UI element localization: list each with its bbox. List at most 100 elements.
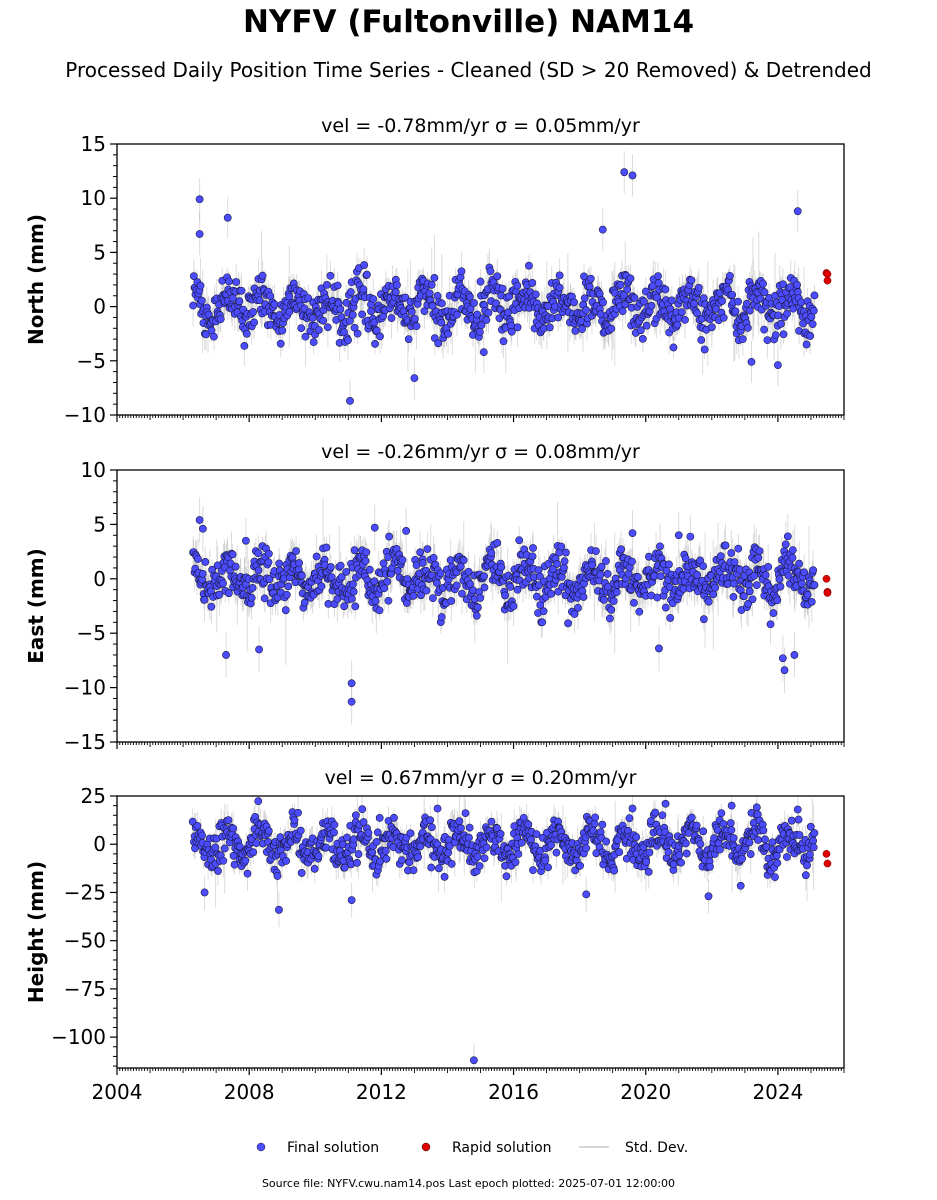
final-solution-point bbox=[677, 308, 686, 317]
final-solution-point bbox=[250, 318, 259, 327]
final-solution-point bbox=[371, 340, 379, 348]
final-solution-point bbox=[492, 299, 500, 308]
final-solution-point bbox=[410, 374, 419, 383]
final-solution-point bbox=[808, 320, 817, 329]
final-solution-point bbox=[476, 594, 485, 602]
final-solution-point bbox=[453, 310, 461, 319]
final-solution-point bbox=[780, 666, 789, 675]
final-solution-point bbox=[628, 171, 637, 180]
final-solution-point bbox=[361, 557, 370, 565]
final-solution-point bbox=[586, 274, 595, 283]
final-solution-point bbox=[281, 606, 290, 615]
final-solution-point bbox=[464, 567, 473, 576]
final-solution-point bbox=[353, 329, 362, 338]
final-solution-point bbox=[740, 592, 748, 601]
final-solution-point bbox=[275, 559, 284, 568]
final-solution-point bbox=[562, 548, 570, 557]
final-solution-point bbox=[297, 324, 306, 332]
final-solution-point bbox=[709, 590, 718, 599]
final-solution-point bbox=[308, 314, 317, 322]
final-solution-point bbox=[225, 277, 234, 286]
final-solution-point bbox=[582, 306, 590, 314]
final-solution-point bbox=[241, 536, 250, 545]
final-solution-point bbox=[247, 593, 256, 602]
final-solution-point bbox=[607, 324, 616, 333]
final-solution-point bbox=[779, 280, 787, 289]
final-solution-point bbox=[319, 316, 328, 325]
final-solution-point bbox=[298, 571, 306, 580]
final-solution-point bbox=[795, 559, 804, 568]
final-solution-point bbox=[457, 267, 466, 276]
final-solution-point bbox=[228, 550, 237, 559]
final-solution-point bbox=[592, 547, 600, 556]
final-solution-point bbox=[779, 330, 788, 339]
final-solution-point bbox=[734, 544, 743, 553]
final-solution-point bbox=[778, 654, 787, 663]
final-solution-point bbox=[201, 558, 210, 566]
final-solution-point bbox=[384, 596, 393, 605]
final-solution-point bbox=[285, 307, 294, 316]
final-solution-point bbox=[216, 315, 225, 324]
final-solution-point bbox=[258, 271, 267, 280]
final-solution-point bbox=[493, 539, 502, 547]
final-solution-point bbox=[743, 324, 752, 332]
final-solution-point bbox=[777, 319, 785, 328]
final-solution-point bbox=[342, 567, 351, 576]
final-solution-point bbox=[557, 542, 566, 551]
final-solution-point bbox=[656, 572, 665, 581]
final-solution-point bbox=[529, 544, 537, 552]
final-solution-point bbox=[207, 602, 216, 611]
final-solution-point bbox=[781, 540, 790, 549]
final-solution-point bbox=[264, 558, 273, 567]
final-solution-point bbox=[545, 323, 554, 332]
final-solution-point bbox=[513, 323, 522, 332]
final-solution-point bbox=[458, 589, 466, 598]
final-solution-point bbox=[673, 320, 682, 329]
final-solution-point bbox=[437, 299, 446, 308]
final-solution-point bbox=[538, 618, 547, 627]
final-solution-point bbox=[349, 580, 357, 589]
final-solution-point bbox=[482, 316, 491, 324]
final-solution-point bbox=[513, 585, 522, 594]
y-tick-label: 15 bbox=[81, 132, 106, 156]
final-solution-point bbox=[409, 591, 418, 600]
final-solution-point bbox=[555, 271, 564, 280]
final-solution-point bbox=[656, 542, 664, 551]
final-solution-point bbox=[342, 298, 351, 307]
final-solution-point bbox=[498, 284, 507, 293]
final-solution-point bbox=[743, 299, 751, 308]
final-solution-point bbox=[369, 295, 378, 303]
final-solution-point bbox=[370, 523, 379, 532]
final-solution-point bbox=[237, 286, 246, 295]
final-solution-point bbox=[499, 337, 508, 346]
final-solution-point bbox=[240, 341, 249, 350]
final-solution-point bbox=[418, 559, 427, 567]
final-solution-point bbox=[797, 298, 806, 307]
final-solution-point bbox=[475, 327, 484, 336]
final-solution-point bbox=[711, 583, 720, 592]
final-solution-point bbox=[528, 552, 537, 561]
final-solution-point bbox=[375, 606, 384, 615]
final-solution-point bbox=[547, 589, 556, 598]
final-solution-point bbox=[411, 314, 419, 323]
final-solution-point bbox=[358, 310, 366, 319]
final-solution-point bbox=[195, 195, 204, 204]
final-solution-point bbox=[653, 593, 662, 602]
final-solution-point bbox=[707, 323, 716, 332]
final-solution-point bbox=[304, 294, 313, 303]
final-solution-point bbox=[661, 285, 670, 294]
final-solution-point bbox=[774, 361, 782, 370]
plot-area bbox=[188, 796, 832, 1068]
final-solution-point bbox=[571, 327, 580, 335]
final-solution-point bbox=[425, 289, 434, 298]
final-solution-point bbox=[628, 529, 637, 538]
final-solution-point bbox=[776, 582, 785, 591]
final-solution-point bbox=[694, 283, 703, 292]
final-solution-point bbox=[466, 304, 475, 313]
final-solution-point bbox=[642, 321, 651, 330]
final-solution-point bbox=[748, 595, 757, 604]
final-solution-point bbox=[432, 578, 441, 587]
final-solution-point bbox=[363, 270, 371, 279]
final-solution-point bbox=[580, 294, 589, 303]
final-solution-point bbox=[760, 288, 769, 297]
